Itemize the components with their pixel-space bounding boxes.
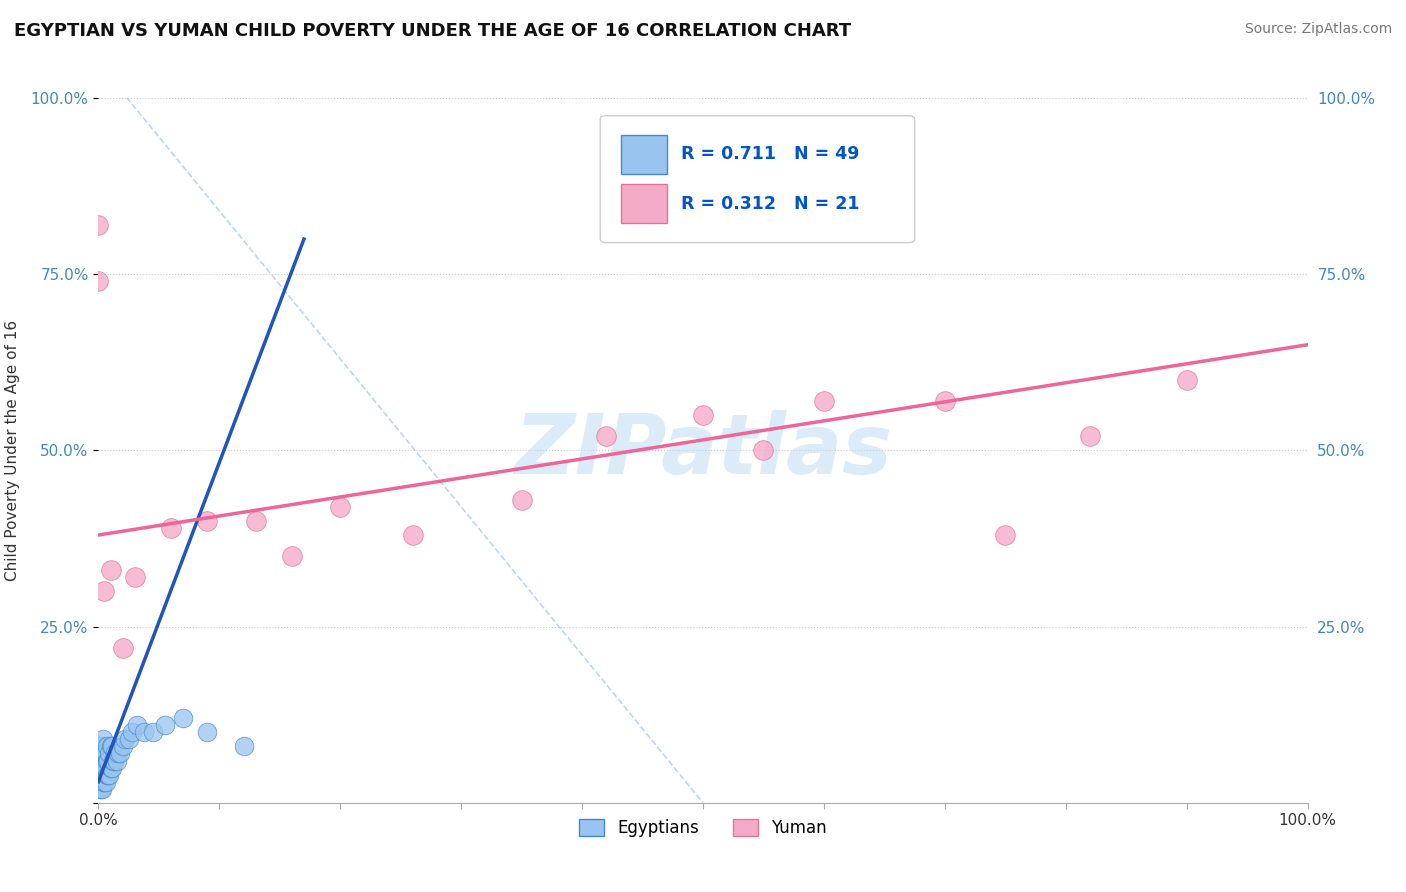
Point: [105, 754, 128, 768]
Point: [96, 767, 118, 781]
Point: [97, 767, 120, 781]
Point: [100, 739, 122, 754]
Point: [93, 774, 115, 789]
Point: [90, 739, 112, 754]
Point: [93, 760, 115, 774]
Point: [752, 443, 775, 458]
Point: [93, 584, 115, 599]
Point: [89, 781, 111, 796]
Point: [232, 739, 254, 754]
Text: R = 0.312   N = 21: R = 0.312 N = 21: [682, 194, 859, 213]
Point: [118, 732, 141, 747]
Point: [91, 774, 114, 789]
Point: [94, 760, 117, 774]
Point: [108, 747, 131, 761]
FancyBboxPatch shape: [600, 116, 915, 243]
Point: [692, 408, 714, 422]
Point: [97, 754, 120, 768]
FancyBboxPatch shape: [621, 185, 666, 223]
Point: [91, 732, 114, 747]
Point: [98, 747, 121, 761]
Point: [402, 528, 425, 542]
Point: [94, 747, 117, 761]
Text: Source: ZipAtlas.com: Source: ZipAtlas.com: [1244, 22, 1392, 37]
Legend: Egyptians, Yuman: Egyptians, Yuman: [572, 813, 834, 844]
Point: [87, 274, 110, 288]
Point: [89, 754, 111, 768]
Point: [91, 767, 114, 781]
Point: [100, 760, 122, 774]
Point: [87, 218, 110, 232]
Point: [90, 754, 112, 768]
Point: [813, 394, 835, 409]
Point: [90, 781, 112, 796]
Point: [245, 514, 267, 528]
Point: [93, 747, 115, 761]
Point: [100, 760, 122, 774]
Point: [101, 754, 124, 768]
Point: [153, 718, 176, 732]
Point: [510, 492, 533, 507]
Point: [90, 767, 112, 781]
Point: [94, 774, 117, 789]
Point: [127, 718, 149, 732]
Point: [107, 747, 129, 761]
FancyBboxPatch shape: [621, 135, 666, 174]
Point: [114, 732, 136, 747]
Point: [160, 521, 183, 535]
Text: R = 0.711   N = 49: R = 0.711 N = 49: [682, 145, 859, 163]
Point: [281, 549, 304, 564]
Point: [172, 711, 194, 725]
Point: [96, 739, 118, 754]
Point: [91, 739, 114, 754]
Point: [100, 739, 122, 754]
Point: [195, 725, 218, 739]
Point: [89, 767, 111, 781]
Point: [98, 767, 121, 781]
Point: [104, 747, 127, 761]
Point: [91, 760, 114, 774]
Point: [111, 640, 134, 655]
Y-axis label: Child Poverty Under the Age of 16: Child Poverty Under the Age of 16: [4, 320, 20, 581]
Point: [329, 500, 352, 514]
Point: [96, 754, 118, 768]
Point: [195, 514, 218, 528]
Point: [1175, 373, 1198, 387]
Point: [91, 781, 114, 796]
Point: [994, 528, 1017, 542]
Point: [934, 394, 956, 409]
Point: [100, 563, 122, 577]
Text: EGYPTIAN VS YUMAN CHILD POVERTY UNDER THE AGE OF 16 CORRELATION CHART: EGYPTIAN VS YUMAN CHILD POVERTY UNDER TH…: [14, 22, 851, 40]
Point: [124, 570, 146, 584]
Point: [91, 747, 114, 761]
Text: ZIPatlas: ZIPatlas: [515, 410, 891, 491]
Point: [103, 754, 125, 768]
Point: [121, 725, 143, 739]
Point: [142, 725, 165, 739]
Point: [91, 754, 114, 768]
Point: [134, 725, 156, 739]
Point: [111, 739, 134, 754]
Point: [595, 429, 617, 443]
Point: [1078, 429, 1101, 443]
